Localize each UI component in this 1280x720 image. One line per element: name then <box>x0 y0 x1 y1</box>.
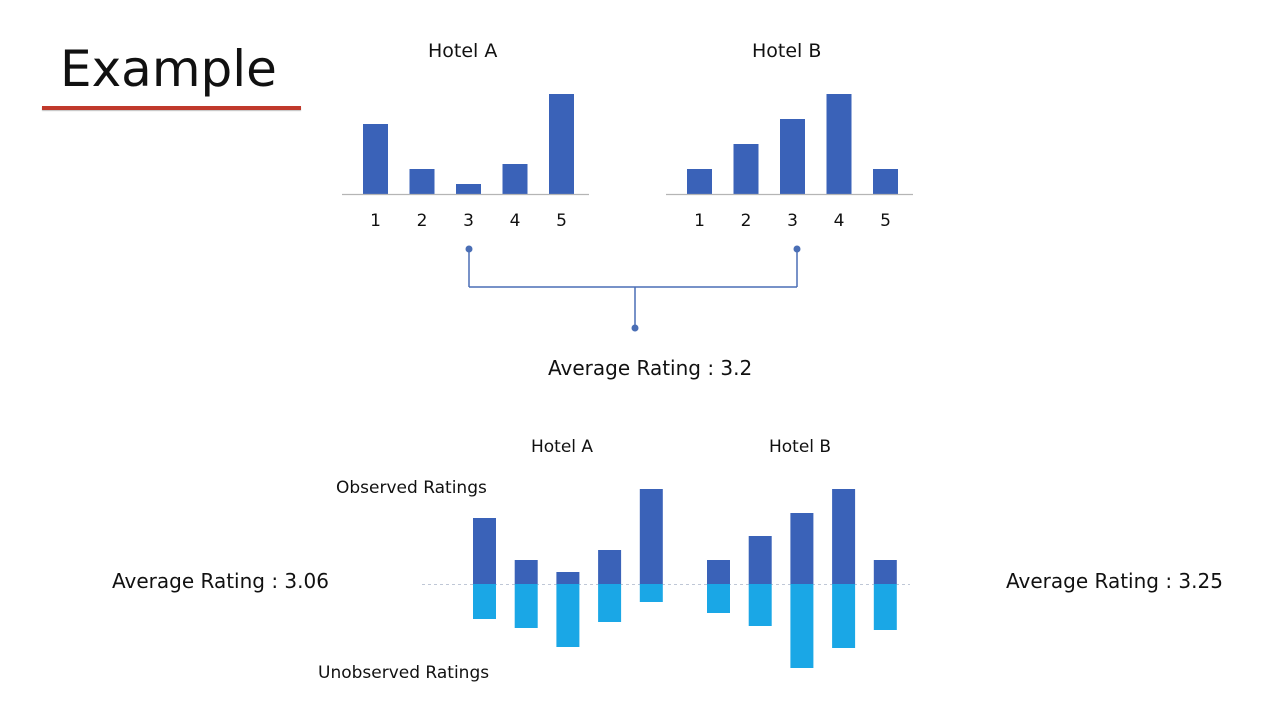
bottom-hotel-a-unobserved-bar-4 <box>598 584 622 622</box>
bracket-left-dot <box>465 245 473 253</box>
top-hotel-b-bar-2 <box>733 144 759 194</box>
top-hotel-a-title: Hotel A <box>428 40 498 62</box>
top-hotel-a-bar-4 <box>502 164 528 194</box>
top-hotel-a-tick-label: 3 <box>463 211 474 231</box>
bottom-hotel-a-unobserved-bar-5 <box>639 584 663 602</box>
bottom-hotel-b-unobserved-bar-3 <box>790 584 814 668</box>
bottom-hotel-b-unobserved-bar-1 <box>707 584 730 613</box>
top-hotel-a-tick-label: 5 <box>556 211 567 231</box>
bottom-hotel-b-observed-bar-4 <box>832 489 856 584</box>
bracket-center-dot <box>631 324 639 332</box>
top-hotel-b-tick-label: 3 <box>787 211 798 231</box>
top-hotel-b-tick-label: 4 <box>834 211 845 231</box>
top-hotel-a-bar-2 <box>409 169 435 194</box>
bottom-hotel-a-observed-bar-3 <box>556 572 580 584</box>
bottom-hotel-b-observed-bar-3 <box>790 513 814 584</box>
top-hotel-a-bar-3 <box>456 184 481 194</box>
title-underline <box>42 106 301 110</box>
bottom-hotel-b-observed-bar-2 <box>748 536 772 584</box>
bracket-right-dot <box>793 245 801 253</box>
observed-ratings-label: Observed Ratings <box>336 478 487 498</box>
top-hotel-b-bar-4 <box>826 94 852 194</box>
top-hotel-b-bar-1 <box>687 169 712 194</box>
top-hotel-b-tick-label: 2 <box>741 211 752 231</box>
top-hotel-b-bar-3 <box>780 119 805 194</box>
top-hotel-a-tick-label: 4 <box>510 211 521 231</box>
bottom-hotel-b-unobserved-bar-5 <box>873 584 897 630</box>
bottom-hotel-a-observed-bar-4 <box>598 550 622 584</box>
bottom-hotel-a-unobserved-bar-2 <box>514 584 538 628</box>
slide-title: Example <box>60 40 277 98</box>
top-hotel-b-tick-label: 5 <box>880 211 891 231</box>
bottom-hotel-a-observed-bar-1 <box>473 518 496 584</box>
top-hotel-a-bar-1 <box>363 124 388 194</box>
bottom-hotel-a-observed-bar-2 <box>514 560 538 584</box>
top-hotel-b-bar-5 <box>873 169 898 194</box>
bottom-hotel-a-title: Hotel A <box>531 437 594 457</box>
top-hotel-a-tick-label: 2 <box>417 211 428 231</box>
bottom-hotel-b-observed-bar-5 <box>873 560 897 584</box>
bottom-hotel-a-unobserved-bar-1 <box>473 584 496 619</box>
average-rating-hotel-b: Average Rating : 3.25 <box>1006 569 1223 593</box>
bottom-hotel-b-unobserved-bar-4 <box>832 584 856 648</box>
average-rating-hotel-a: Average Rating : 3.06 <box>112 569 329 593</box>
top-hotel-b-title: Hotel B <box>752 40 822 62</box>
bottom-hotel-a-unobserved-bar-3 <box>556 584 580 647</box>
top-hotel-a-bar-5 <box>549 94 574 194</box>
top-hotel-b-tick-label: 1 <box>694 211 705 231</box>
bottom-hotel-b-observed-bar-1 <box>707 560 730 584</box>
bottom-hotel-b-unobserved-bar-2 <box>748 584 772 626</box>
average-rating-combined: Average Rating : 3.2 <box>548 356 753 380</box>
bottom-hotel-a-observed-bar-5 <box>639 489 663 584</box>
bottom-hotel-b-title: Hotel B <box>769 437 832 457</box>
top-hotel-a-tick-label: 1 <box>370 211 381 231</box>
unobserved-ratings-label: Unobserved Ratings <box>318 663 490 683</box>
